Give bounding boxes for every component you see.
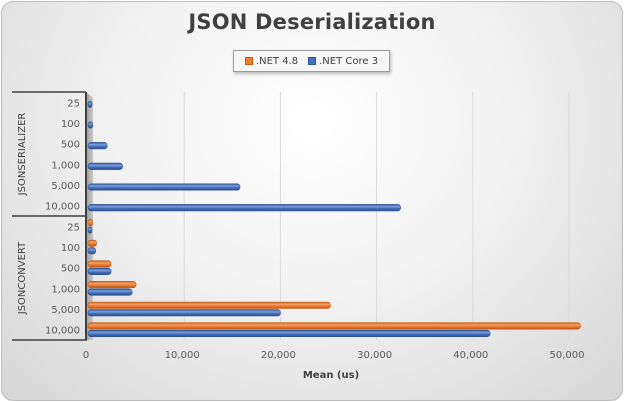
legend-item-netcore3: .NET Core 3 [308,56,378,67]
bar-netcore3 [87,226,93,234]
y-tick-label: 25 [67,222,80,233]
x-tick-label: 0 [83,350,89,361]
x-tick-label: 50,000 [550,350,585,361]
bar-netcore3 [87,183,241,191]
bar-netcore3 [87,204,401,212]
bar-netcore3 [87,162,123,170]
legend-swatch-net48 [244,57,253,65]
bar-netcore3 [87,309,281,317]
x-tick-label: 30,000 [357,350,392,361]
bar-net48 [87,219,94,227]
y-tick-label: 5,000 [51,181,80,192]
bar-netcore3 [87,247,96,255]
bar-netcore3 [87,288,133,296]
y-tick-label: 25 [67,98,80,109]
axis-wall [86,92,93,340]
bar-netcore3 [87,142,108,150]
bar-net48 [87,322,581,330]
x-tick-label: 40,000 [453,350,488,361]
bar-net48 [87,281,137,289]
y-tick-label: 10,000 [45,202,80,213]
bar-net48 [87,301,331,309]
bar-net48 [87,260,112,268]
y-tick-label: 100 [61,243,80,254]
bar-netcore3 [87,121,94,129]
y-tick-label: 1,000 [51,284,80,295]
x-tick-label: 20,000 [261,350,296,361]
group-label: JSONSERIALIZER [17,113,28,197]
legend: .NET 4.8 .NET Core 3 [233,50,390,72]
y-tick-label: 500 [61,140,80,151]
group-label: JSONCONVERT [17,241,28,315]
bar-netcore3 [87,100,93,108]
bar-netcore3 [87,267,112,275]
y-tick-label: 100 [61,119,80,130]
legend-label-netcore3: .NET Core 3 [319,55,379,67]
y-tick-label: 1,000 [51,160,80,171]
bar-net48 [87,239,97,247]
y-tick-label: 10,000 [45,326,80,337]
x-axis-title: Mean (us) [303,370,359,381]
bar-netcore3 [87,329,491,337]
y-tick-label: 500 [61,264,80,275]
legend-item-net48: .NET 4.8 [244,55,299,67]
chart-title: JSON Deserialization [188,10,436,34]
legend-label-net48: .NET 4.8 [255,55,299,67]
x-tick-label: 10,000 [165,350,200,361]
legend-swatch-netcore3 [308,57,317,65]
y-tick-label: 5,000 [51,305,80,316]
